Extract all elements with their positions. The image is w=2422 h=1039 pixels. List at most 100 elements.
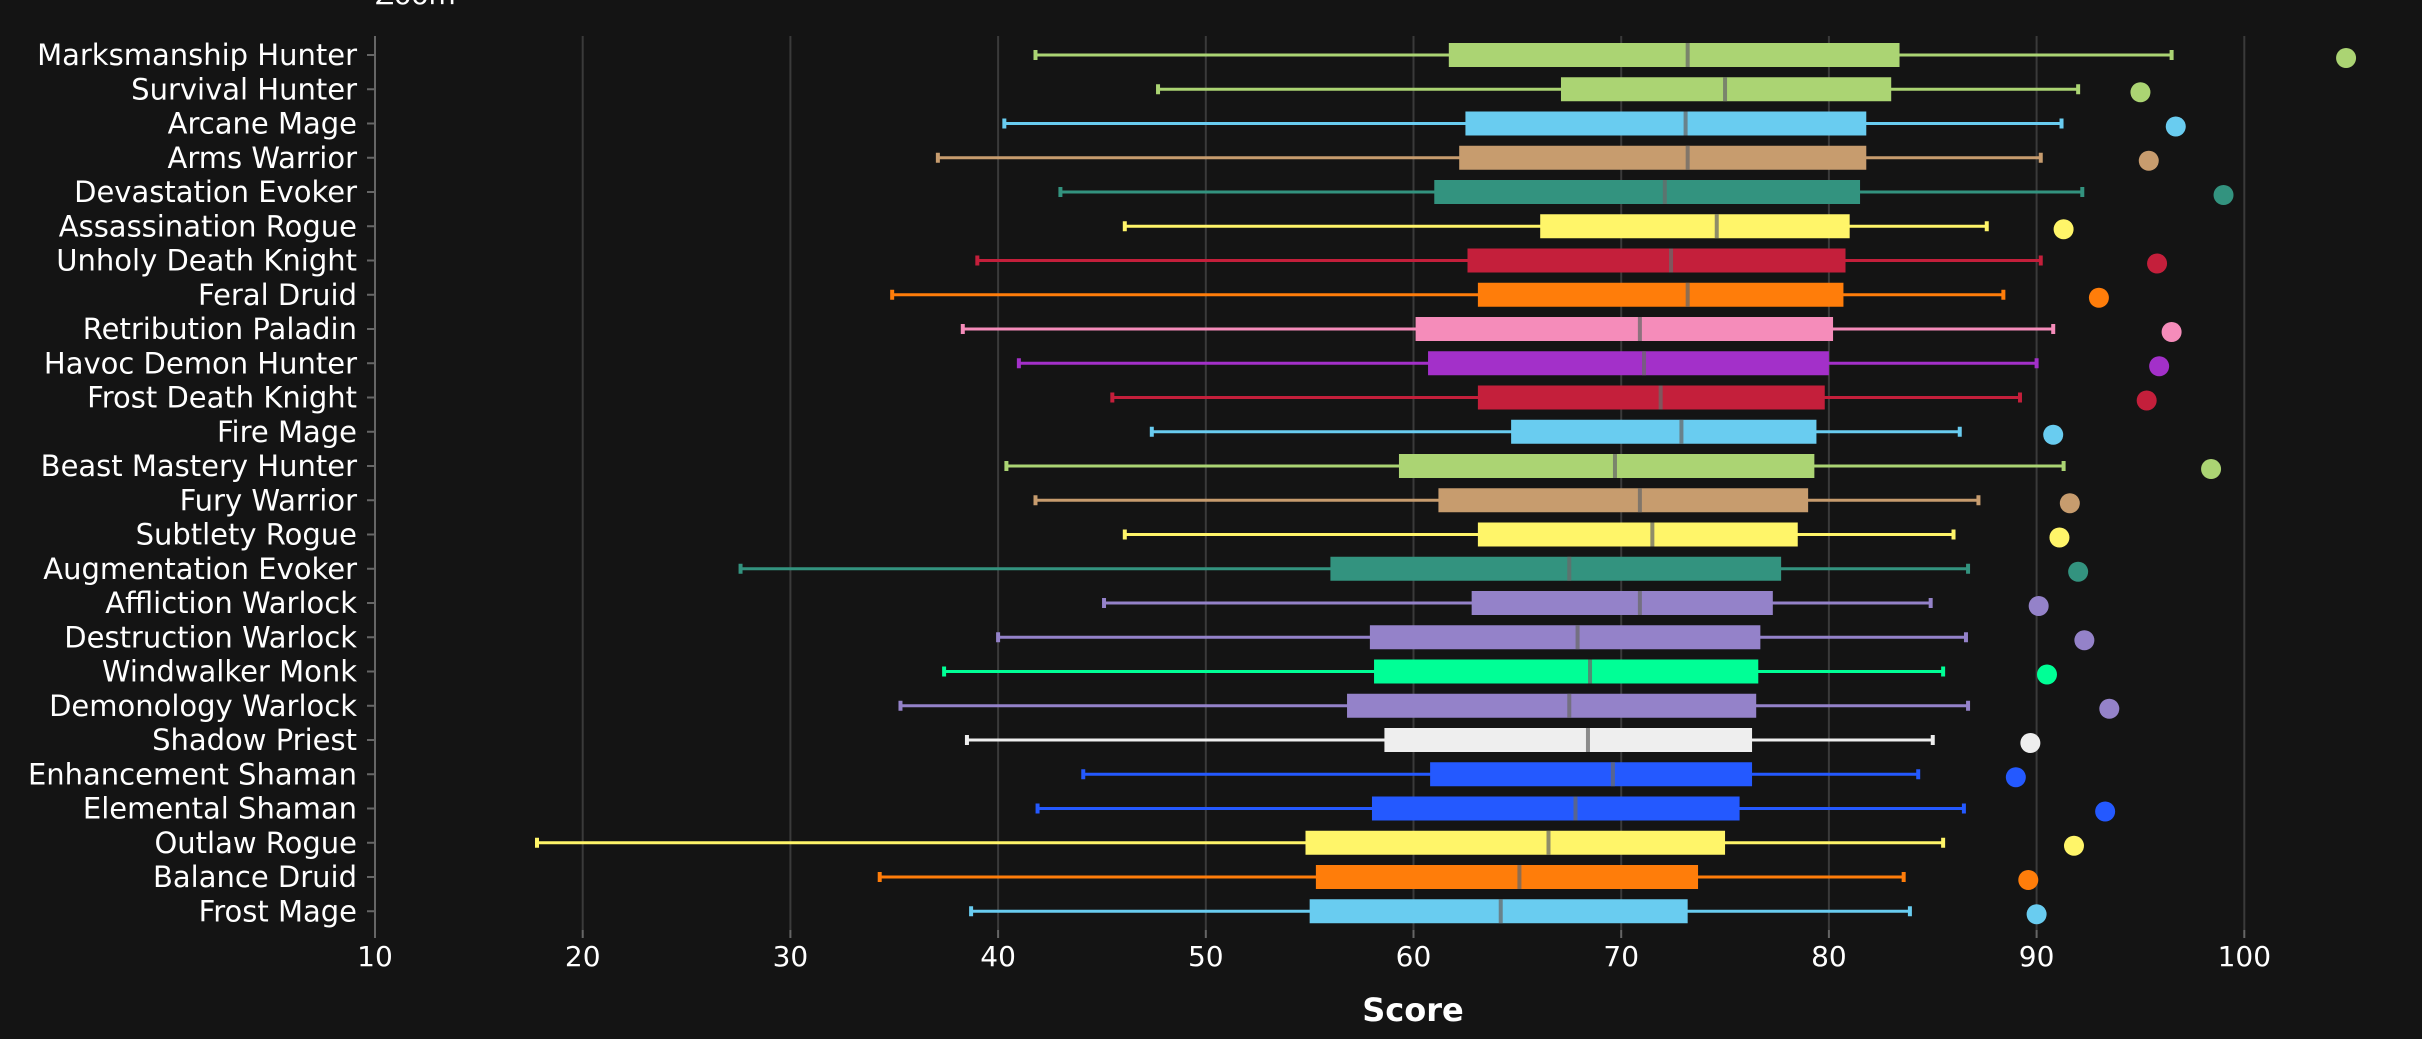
top-score-dot <box>2005 767 2026 788</box>
top-score-dot <box>2088 287 2109 308</box>
box-row <box>535 830 2084 856</box>
zoom-label[interactable]: Zoom <box>375 0 456 11</box>
top-score-dot <box>2068 561 2089 582</box>
top-score-dot <box>2074 630 2095 651</box>
top-score-dot <box>2099 698 2120 719</box>
box-row <box>1110 385 2157 411</box>
box-row <box>935 145 2159 171</box>
iqr-box <box>1398 454 1815 478</box>
top-score-dot <box>2201 459 2222 479</box>
top-score-dot <box>2147 253 2168 274</box>
iqr-box <box>1471 591 1773 615</box>
y-tick-label: Windwalker Monk <box>102 655 357 689</box>
y-tick-label: Elemental Shaman <box>83 792 357 826</box>
top-score-dot <box>2026 904 2047 925</box>
x-tick-label: 60 <box>1396 940 1432 973</box>
iqr-box <box>1309 899 1688 924</box>
x-tick-label: 30 <box>773 940 809 973</box>
iqr-box <box>1438 488 1809 513</box>
iqr-box <box>1459 145 1867 170</box>
box-row <box>898 693 2120 719</box>
box-row <box>996 625 2095 651</box>
x-tick-label: 90 <box>2019 940 2055 973</box>
boxes-layer <box>535 43 2357 925</box>
iqr-box <box>1477 522 1798 547</box>
y-tick-label: Assassination Rogue <box>59 209 357 243</box>
y-tick-label: Marksmanship Hunter <box>37 38 357 72</box>
grid-lines <box>581 36 2246 930</box>
box-row <box>942 659 2057 685</box>
y-tick-label: Survival Hunter <box>131 72 357 106</box>
box-row <box>975 248 2168 274</box>
x-tick-label: 20 <box>565 940 601 973</box>
y-tick-label: Outlaw Rogue <box>154 826 357 860</box>
y-tick-label: Havoc Demon Hunter <box>44 346 357 380</box>
y-tick-label: Unholy Death Knight <box>56 244 357 278</box>
box-row <box>1149 419 2064 445</box>
top-score-dot <box>2036 664 2057 685</box>
y-tick-label: Arms Warrior <box>168 141 358 175</box>
iqr-box <box>1374 659 1759 684</box>
y-tick-label: Devastation Evoker <box>74 175 357 209</box>
iqr-box <box>1428 351 1829 376</box>
top-score-dot <box>2130 82 2151 103</box>
y-tick-label: Fury Warrior <box>180 483 358 517</box>
iqr-box <box>1477 385 1825 410</box>
x-tick-label: 70 <box>1603 940 1639 973</box>
iqr-box <box>1467 248 1846 273</box>
iqr-box <box>1330 556 1782 581</box>
box-row <box>1058 180 2234 205</box>
iqr-box <box>1434 180 1861 204</box>
iqr-box <box>1511 419 1817 444</box>
box-row <box>964 728 2041 753</box>
top-score-dot <box>2095 801 2116 822</box>
iqr-box <box>1415 317 1834 341</box>
y-tick-label: Subtlety Rogue <box>136 518 357 552</box>
box-row <box>1016 351 2170 377</box>
top-score-dot <box>2136 390 2157 411</box>
y-tick-label: Retribution Paladin <box>83 312 357 346</box>
y-tick-label: Destruction Warlock <box>64 620 357 654</box>
box-row <box>877 865 2039 890</box>
box-row <box>1122 214 2074 240</box>
x-axis: 10 20 30 40 50 60 70 80 90 100 <box>357 930 2271 973</box>
box-row <box>1035 796 2116 822</box>
top-score-dot <box>2020 733 2041 753</box>
iqr-box <box>1448 43 1900 67</box>
box-row <box>1102 591 2049 616</box>
box-row <box>1033 43 2357 68</box>
y-tick-label: Frost Mage <box>199 894 357 928</box>
iqr-box <box>1347 693 1757 718</box>
x-axis-title: Score <box>1362 991 1463 1029</box>
top-score-dot <box>2213 185 2234 205</box>
y-tick-label: Balance Druid <box>153 860 357 894</box>
box-row <box>1004 454 2222 479</box>
y-tick-label: Augmentation Evoker <box>43 552 357 586</box>
x-tick-label: 50 <box>1188 940 1224 973</box>
box-row <box>1122 522 2070 548</box>
box-row <box>960 317 2182 342</box>
x-tick-label: 100 <box>2218 940 2271 973</box>
y-tick-label: Arcane Mage <box>168 107 357 141</box>
box-row <box>738 556 2089 582</box>
iqr-box <box>1540 214 1850 239</box>
y-tick-label: Affliction Warlock <box>105 586 357 620</box>
top-score-dot <box>2063 835 2084 856</box>
y-tick-label: Shadow Priest <box>152 723 357 757</box>
top-score-dot <box>2018 870 2039 890</box>
iqr-box <box>1384 728 1753 752</box>
x-tick-label: 80 <box>1811 940 1847 973</box>
y-tick-label: Beast Mastery Hunter <box>41 449 357 483</box>
top-score-dot <box>2059 493 2080 514</box>
top-score-dot <box>2138 150 2159 171</box>
box-row <box>1081 762 2026 788</box>
iqr-box <box>1305 830 1726 855</box>
top-score-dot <box>2028 596 2049 616</box>
top-score-dot <box>2049 527 2070 548</box>
box-row <box>890 282 2109 308</box>
top-score-dot <box>2165 116 2186 137</box>
y-tick-label: Frost Death Knight <box>87 381 357 415</box>
x-tick-label: 40 <box>980 940 1016 973</box>
